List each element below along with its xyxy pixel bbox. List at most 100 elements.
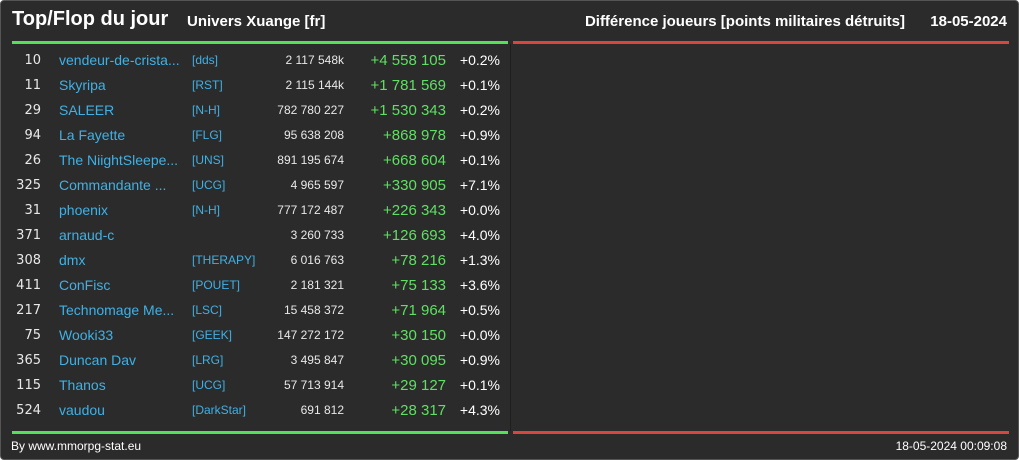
header-date: 18-05-2024 <box>930 13 1007 30</box>
delta-value: +30 150 <box>391 327 446 344</box>
table-row: 75 Wooki33 [GEEK] 147 272 172 +30 150 +0… <box>12 323 508 348</box>
player-name-link[interactable]: Thanos <box>59 377 106 393</box>
percent-value: +1.3% <box>459 252 500 268</box>
universe-label: Univers Xuange [fr] <box>187 13 326 30</box>
page-title: Top/Flop du jour <box>12 8 169 30</box>
alliance-tag[interactable]: [UCG] <box>192 378 226 392</box>
table-row: 26 The NiightSleepe... [UNS] 891 195 674… <box>12 148 508 173</box>
alliance-tag[interactable]: [UCG] <box>192 178 226 192</box>
alliance-tag[interactable]: [dds] <box>192 53 219 67</box>
table-row: 371 arnaud-c 3 260 733 +126 693 +4.0% <box>12 223 508 248</box>
percent-value: +0.5% <box>459 302 500 318</box>
top-section-bar-bottom <box>12 431 508 434</box>
percent-value: +7.1% <box>459 177 500 193</box>
delta-value: +78 216 <box>391 252 446 269</box>
table-row: 217 Technomage Me... [LSC] 15 458 372 +7… <box>12 298 508 323</box>
player-name-link[interactable]: Technomage Me... <box>59 302 175 318</box>
percent-value: +0.0% <box>459 202 500 218</box>
top-section-bar <box>12 41 508 44</box>
player-name-link[interactable]: ConFisc <box>59 277 111 293</box>
alliance-tag[interactable]: [UNS] <box>192 153 225 167</box>
delta-value: +75 133 <box>391 277 446 294</box>
table-row: 411 ConFisc [POUET] 2 181 321 +75 133 +3… <box>12 273 508 298</box>
points-value: 3 260 733 <box>290 228 344 242</box>
points-value: 147 272 172 <box>277 328 344 342</box>
rank: 94 <box>24 128 41 143</box>
player-name-link[interactable]: dmx <box>59 252 86 268</box>
percent-value: +0.0% <box>459 327 500 343</box>
alliance-tag[interactable]: [RST] <box>192 78 223 92</box>
points-value: 782 780 227 <box>277 103 344 117</box>
rank: 75 <box>24 328 41 343</box>
rank: 10 <box>24 53 41 68</box>
flop-section-bar-bottom <box>513 431 1009 434</box>
alliance-tag[interactable]: [GEEK] <box>192 328 233 342</box>
table-row: 115 Thanos [UCG] 57 713 914 +29 127 +0.1… <box>12 373 508 398</box>
site-credit-link[interactable]: By www.mmorpg-stat.eu <box>11 439 142 453</box>
delta-value: +30 095 <box>391 352 446 369</box>
alliance-tag[interactable]: [FLG] <box>192 128 223 142</box>
rank: 11 <box>24 78 41 93</box>
player-name-link[interactable]: Skyripa <box>59 77 106 93</box>
points-value: 6 016 763 <box>290 253 344 267</box>
delta-value: +330 905 <box>383 177 446 194</box>
player-name-link[interactable]: Wooki33 <box>59 327 114 343</box>
table-row: 94 La Fayette [FLG] 95 638 208 +868 978 … <box>12 123 508 148</box>
points-value: 2 181 321 <box>290 278 344 292</box>
flop-section-bar <box>513 41 1009 44</box>
player-name-link[interactable]: SALEER <box>59 102 115 118</box>
rank: 217 <box>16 303 41 318</box>
table-row: 29 SALEER [N-H] 782 780 227 +1 530 343 +… <box>12 98 508 123</box>
percent-value: +0.2% <box>459 102 500 118</box>
percent-value: +0.1% <box>459 77 500 93</box>
points-value: 2 115 144k <box>285 78 345 92</box>
delta-value: +28 317 <box>391 402 446 419</box>
alliance-tag[interactable]: [POUET] <box>192 278 241 292</box>
player-name-link[interactable]: vendeur-de-crista... <box>59 52 180 68</box>
player-name-link[interactable]: vaudou <box>59 402 105 418</box>
rank: 115 <box>16 378 41 393</box>
player-name-link[interactable]: Commandante ... <box>59 177 167 193</box>
rank: 325 <box>16 178 41 193</box>
points-value: 2 117 548k <box>285 53 345 67</box>
table-row: 10 vendeur-de-crista... [dds] 2 117 548k… <box>12 48 508 73</box>
delta-value: +868 978 <box>383 127 446 144</box>
points-value: 15 458 372 <box>283 303 344 317</box>
points-value: 691 812 <box>300 403 344 417</box>
delta-value: +1 781 569 <box>370 77 447 94</box>
table-row: 11 Skyripa [RST] 2 115 144k +1 781 569 +… <box>12 73 508 98</box>
alliance-tag[interactable]: [THERAPY] <box>192 253 256 267</box>
points-value: 3 495 847 <box>290 353 344 367</box>
points-value: 891 195 674 <box>277 153 344 167</box>
alliance-tag[interactable]: [LRG] <box>192 353 224 367</box>
alliance-tag[interactable]: [DarkStar] <box>192 403 247 417</box>
points-value: 777 172 487 <box>277 203 344 217</box>
generated-timestamp: 18-05-2024 00:09:08 <box>895 439 1007 453</box>
rank: 365 <box>16 353 41 368</box>
rank: 371 <box>16 228 41 243</box>
alliance-tag[interactable]: [LSC] <box>192 303 223 317</box>
player-name-link[interactable]: arnaud-c <box>59 227 115 243</box>
top-list: 10 vendeur-de-crista... [dds] 2 117 548k… <box>12 48 508 423</box>
player-name-link[interactable]: Duncan Dav <box>59 352 137 368</box>
rank: 29 <box>24 103 41 118</box>
delta-value: +668 604 <box>383 152 446 169</box>
percent-value: +3.6% <box>459 277 500 293</box>
table-row: 308 dmx [THERAPY] 6 016 763 +78 216 +1.3… <box>12 248 508 273</box>
player-name-link[interactable]: phoenix <box>59 202 109 218</box>
percent-value: +0.9% <box>459 352 500 368</box>
player-name-link[interactable]: La Fayette <box>59 127 126 143</box>
table-row: 365 Duncan Dav [LRG] 3 495 847 +30 095 +… <box>12 348 508 373</box>
alliance-tag[interactable]: [N-H] <box>192 203 220 217</box>
rank: 524 <box>16 403 41 418</box>
alliance-tag[interactable]: [N-H] <box>192 103 220 117</box>
rank: 308 <box>16 253 41 268</box>
delta-value: +29 127 <box>391 377 446 394</box>
points-value: 95 638 208 <box>283 128 344 142</box>
delta-value: +71 964 <box>391 302 446 319</box>
player-name-link[interactable]: The NiightSleepe... <box>59 152 179 168</box>
delta-value: +1 530 343 <box>370 102 447 119</box>
percent-value: +0.1% <box>459 377 500 393</box>
table-row: 31 phoenix [N-H] 777 172 487 +226 343 +0… <box>12 198 508 223</box>
